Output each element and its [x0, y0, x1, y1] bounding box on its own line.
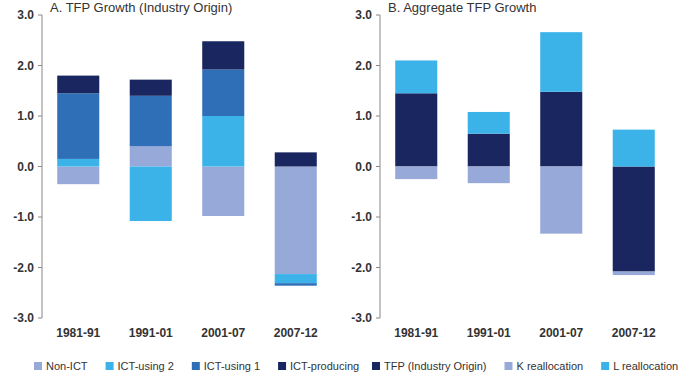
legend-label: Non-ICT: [46, 360, 88, 372]
y-tick: [38, 166, 42, 167]
x-tick-label: 2001-07: [539, 326, 583, 340]
bar: [130, 146, 172, 166]
bar: [202, 116, 244, 167]
bar: [275, 274, 317, 283]
x-tick-label: 1981-91: [394, 326, 438, 340]
bar: [540, 167, 582, 234]
bar: [57, 167, 99, 185]
y-tick-label: 2.0: [17, 59, 34, 73]
legend-label: K reallocation: [517, 360, 584, 372]
y-tick: [38, 65, 42, 66]
y-tick-label: -3.0: [13, 311, 34, 325]
chart-panel: -3.0 -2.0 -1.0 0.0 1.0 2.0 3.0 1981-91 1991-01 20…: [351, 0, 678, 372]
bar: [395, 167, 437, 180]
bar: [57, 159, 99, 167]
bars: [57, 41, 317, 285]
legend-swatch: [505, 362, 513, 370]
chart-panel: -3.0 -2.0 -1.0 0.0 1.0 2.0 3.0 1981-91 1991-01 20…: [13, 0, 359, 372]
legend-swatch: [601, 362, 609, 370]
y-tick: [38, 318, 42, 319]
legend-label: TFP (Industry Origin): [384, 360, 487, 372]
bar: [202, 167, 244, 216]
x-tick-label: 2007-12: [274, 326, 318, 340]
y-tick: [376, 267, 380, 268]
y-tick-label: -2.0: [351, 261, 372, 275]
x-tick-label: 1981-91: [56, 326, 100, 340]
legend-swatch: [192, 362, 200, 370]
figure: -3.0 -2.0 -1.0 0.0 1.0 2.0 3.0 1981-91 1991-01 20…: [0, 0, 680, 383]
legend-label: ICT-using 2: [118, 360, 174, 372]
legend-swatch: [106, 362, 114, 370]
bar: [395, 93, 437, 166]
y-tick-label: 2.0: [355, 59, 372, 73]
y-tick: [376, 65, 380, 66]
y-tick: [376, 15, 380, 16]
legend-label: ICT-using 1: [204, 360, 260, 372]
legend: TFP (Industry Origin) K reallocation L rea…: [372, 360, 678, 372]
y-tick: [38, 217, 42, 218]
title: B. Aggregate TFP Growth: [388, 0, 536, 15]
bar: [540, 92, 582, 167]
y-tick-label: -1.0: [351, 210, 372, 224]
x-tick-label: 2007-12: [612, 326, 656, 340]
bar: [613, 167, 655, 272]
y-tick-label: -2.0: [13, 261, 34, 275]
bar: [468, 134, 510, 167]
bar: [202, 70, 244, 116]
y-tick: [376, 318, 380, 319]
y-tick-label: -3.0: [351, 311, 372, 325]
y-tick: [376, 166, 380, 167]
y-tick-label: 1.0: [355, 109, 372, 123]
bar: [57, 93, 99, 159]
x-tick-label: 2001-07: [201, 326, 245, 340]
title: A. TFP Growth (Industry Origin): [50, 0, 232, 15]
y-tick-label: -1.0: [13, 210, 34, 224]
bar: [130, 167, 172, 222]
bar: [468, 167, 510, 184]
bar: [57, 76, 99, 94]
bar: [130, 80, 172, 96]
y-tick-label: 3.0: [355, 8, 372, 22]
y-tick-label: 0.0: [17, 160, 34, 174]
bar: [613, 272, 655, 276]
legend-label: ICT-producing: [290, 360, 359, 372]
y-tick-label: 3.0: [17, 8, 34, 22]
bar: [540, 32, 582, 92]
legend: Non-ICT ICT-using 2 ICT-using 1 ICT-produci…: [34, 360, 359, 372]
y-tick-label: 0.0: [355, 160, 372, 174]
x-tick-label: 1991-01: [467, 326, 511, 340]
legend-swatch: [278, 362, 286, 370]
bar: [275, 167, 317, 275]
bar: [613, 130, 655, 167]
y-tick: [38, 116, 42, 117]
y-tick: [38, 267, 42, 268]
legend-swatch: [372, 362, 380, 370]
bar: [395, 60, 437, 93]
bar: [275, 283, 317, 286]
x-tick-label: 1991-01: [129, 326, 173, 340]
y-tick: [376, 217, 380, 218]
y-tick: [38, 15, 42, 16]
bar: [275, 152, 317, 166]
legend-swatch: [34, 362, 42, 370]
bar: [202, 41, 244, 69]
bar: [130, 96, 172, 147]
bar: [468, 112, 510, 134]
bars: [395, 32, 655, 275]
y-tick: [376, 116, 380, 117]
y-tick-label: 1.0: [17, 109, 34, 123]
legend-label: L reallocation: [613, 360, 678, 372]
